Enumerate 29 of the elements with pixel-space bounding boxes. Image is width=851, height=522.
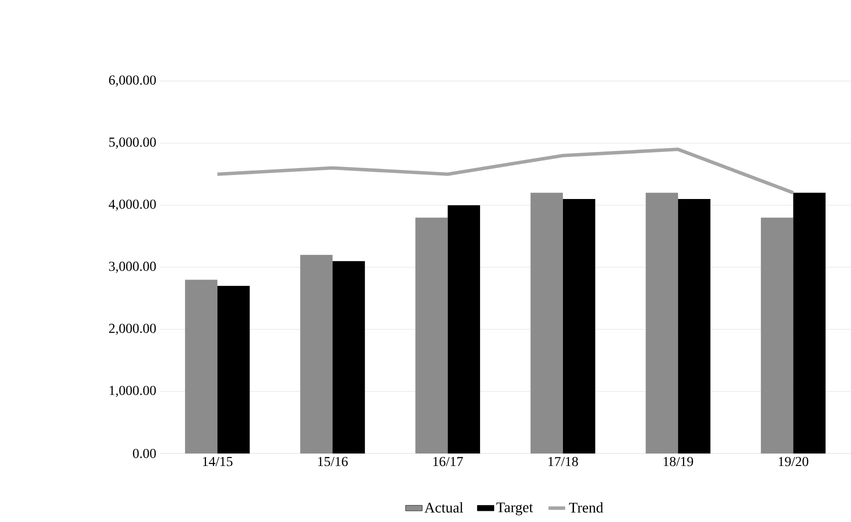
x-tick-label: 14/15 [203,456,232,466]
bar [415,217,448,454]
legend-label: Actual [424,502,464,512]
y-tick-label: 6,000.00 [109,75,156,86]
bar [646,192,678,454]
bar [448,205,480,454]
bar [185,279,218,454]
y-tick-label: 4,000.00 [108,199,156,211]
y-tick-label: 2,000.00 [109,324,156,335]
bar [678,198,710,454]
bar [562,198,596,454]
legend-label: Target [496,502,534,516]
bar [300,254,333,454]
bar [530,192,563,454]
y-tick-label: 1,000.00 [110,386,156,397]
legend-label: Trend [569,502,604,512]
bar [332,260,365,454]
x-tick-label: 16/17 [433,456,463,466]
line-series [216,147,795,194]
y-tick-label: 0.00 [132,448,156,458]
y-tick-label: 5,000.00 [109,137,156,149]
x-tick-label: 18/19 [664,456,694,466]
bar [793,192,826,454]
x-tick-label: 17/18 [548,456,578,466]
x-tick-label: 19/20 [778,456,808,466]
bar [760,217,794,454]
y-tick-label: 3,000.00 [109,261,156,273]
bar [217,286,250,454]
x-tick-label: 15/16 [318,456,348,466]
